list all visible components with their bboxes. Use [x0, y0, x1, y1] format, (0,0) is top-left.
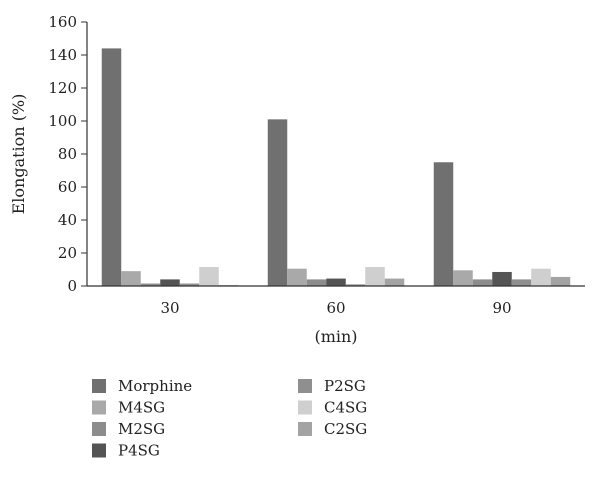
y-tick-label: 140: [48, 46, 77, 64]
bar-m2sg-60: [306, 279, 327, 286]
legend-label-m2sg: M2SG: [118, 420, 165, 438]
x-tick-label: 30: [160, 299, 179, 317]
legend-swatch-p4sg: [92, 443, 106, 458]
bar-morphine-90: [433, 162, 454, 286]
bar-c4sg-60: [365, 267, 385, 286]
bar-m4sg-60: [287, 268, 307, 286]
y-tick-label: 60: [58, 178, 77, 196]
bar-p2sg-30: [179, 283, 200, 286]
bar-p4sg-90: [492, 271, 512, 286]
legend-swatch-p2sg: [298, 379, 312, 393]
bar-c2sg-90: [550, 276, 571, 286]
bar-p4sg-60: [326, 278, 346, 286]
legend-label-p4sg: P4SG: [118, 442, 160, 460]
y-axis-label: Elongation (%): [9, 94, 28, 215]
legend-swatch-morphine: [92, 379, 106, 393]
bar-m2sg-90: [472, 279, 493, 286]
bar-m4sg-90: [453, 270, 473, 286]
x-tick-label: 90: [492, 299, 511, 317]
legend-swatch-m4sg: [92, 400, 106, 415]
bar-p2sg-90: [511, 279, 532, 286]
y-tick-label: 40: [58, 211, 77, 229]
y-tick-label: 120: [48, 79, 77, 97]
legend-swatch-c2sg: [298, 422, 312, 436]
legend: Morphine M4SG M2SG P4SG P2SG C4SG C2SG: [92, 377, 367, 460]
axes: [86, 22, 585, 287]
x-tick-label: 60: [326, 299, 345, 317]
y-tick-label: 160: [48, 13, 77, 31]
y-axis-ticks: 0 20 40 60 80 100 120 140 160: [48, 13, 87, 295]
legend-swatch-c4sg: [298, 400, 312, 415]
y-tick-label: 100: [48, 112, 77, 130]
bar-morphine-60: [267, 119, 288, 286]
y-tick-label: 20: [58, 244, 77, 262]
bar-c4sg-90: [531, 268, 551, 286]
legend-label-c2sg: C2SG: [324, 420, 367, 438]
bar-m4sg-30: [121, 271, 141, 286]
bar-p2sg-60: [345, 284, 366, 286]
bar-c2sg-60: [384, 278, 405, 286]
bar-p4sg-30: [160, 279, 180, 286]
legend-swatch-m2sg: [92, 422, 106, 436]
bars: [101, 48, 571, 287]
legend-label-m4sg: M4SG: [118, 399, 165, 417]
x-axis-label: (min): [314, 327, 357, 346]
y-tick-label: 80: [58, 145, 77, 163]
y-tick-label: 0: [67, 277, 77, 295]
bar-c4sg-30: [199, 267, 219, 286]
bar-m2sg-30: [140, 283, 161, 286]
bar-morphine-30: [101, 48, 122, 287]
legend-label-morphine: Morphine: [118, 377, 192, 395]
legend-label-p2sg: P2SG: [324, 377, 366, 395]
x-axis-ticks: 30 60 90: [160, 299, 511, 317]
legend-label-c4sg: C4SG: [324, 399, 367, 417]
